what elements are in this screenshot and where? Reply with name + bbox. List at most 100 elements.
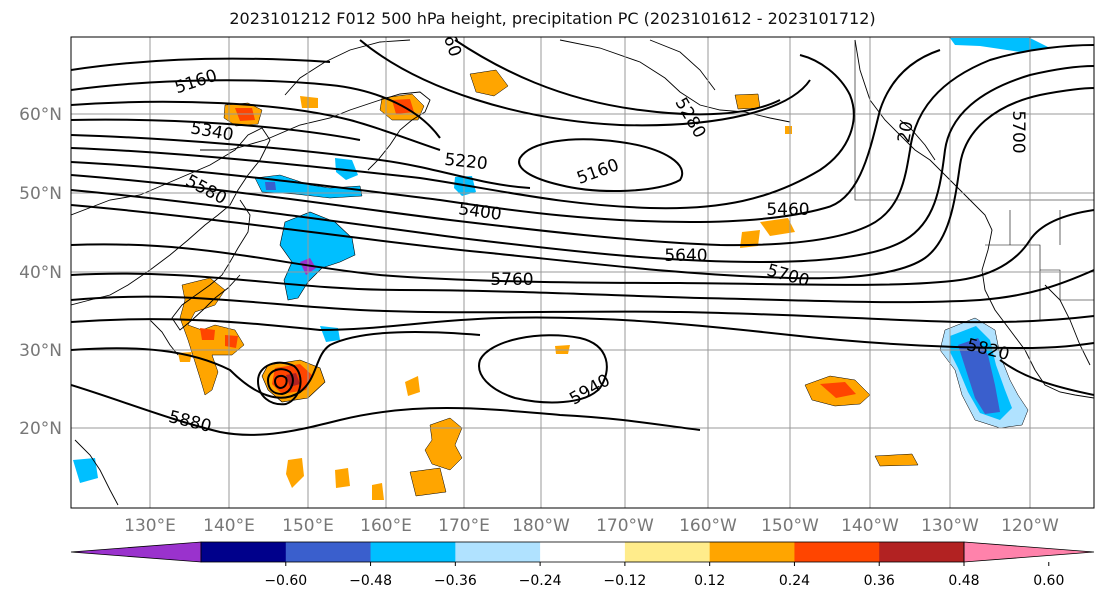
colorbar-tick-label: −0.60 [264, 573, 307, 589]
precip-area [469, 69, 509, 97]
colorbar-segment [794, 542, 880, 562]
colorbar-outline [200, 541, 965, 563]
precip-area [335, 158, 358, 180]
longitude-label: 150°E [282, 516, 334, 536]
precip-area [300, 96, 318, 108]
height-contour [71, 316, 1094, 350]
precip-area [335, 468, 350, 488]
height-contour [359, 39, 811, 127]
contour-label: 60 [439, 32, 465, 59]
precip-area [265, 182, 276, 190]
height-contours [71, 39, 1094, 436]
coastline [559, 39, 791, 123]
graticule [71, 37, 1094, 508]
latitude-label: 50°N [19, 184, 62, 204]
height-contour [71, 57, 331, 71]
colorbar-segment [285, 542, 372, 562]
contour-label: 5700 [1008, 110, 1028, 153]
height-contour [71, 118, 361, 141]
height-contour [71, 65, 1094, 264]
height-contour [71, 331, 481, 399]
precip-area [740, 230, 760, 248]
precip-area [820, 382, 856, 398]
height-contour [71, 384, 701, 436]
precip-area [73, 458, 98, 483]
colorbar-tick-label: 0.36 [864, 573, 895, 589]
precip-area [372, 483, 384, 500]
precip-area [409, 467, 447, 497]
colorbar-segment [709, 542, 795, 562]
coastlines [71, 39, 1094, 506]
latitude-label: 40°N [19, 263, 62, 283]
longitude-label: 130°W [921, 516, 979, 536]
height-contour [274, 374, 288, 390]
coastline [171, 199, 251, 331]
contour-label: 5640 [664, 246, 707, 266]
height-contour [71, 49, 941, 224]
longitude-labels: 130°E 140°E 150°E 160°E 170°E 180°W 170°W 160°W… [124, 516, 1059, 536]
height-contour [999, 359, 1094, 396]
contour-label: 5460 [766, 200, 809, 220]
colorbar-segment [370, 542, 456, 562]
height-contour [71, 209, 1094, 286]
precip-area [279, 211, 356, 301]
height-contour [71, 79, 441, 139]
height-contour [71, 100, 441, 151]
precip-area [286, 458, 304, 488]
colorbar-tick-label: −0.36 [434, 573, 477, 589]
height-contour [71, 44, 1094, 247]
map-frame [70, 36, 1095, 509]
coastline [74, 439, 119, 506]
longitude-label: 120°W [1001, 516, 1059, 536]
longitude-label: 130°E [124, 516, 176, 536]
latitude-label: 20°N [19, 419, 62, 439]
height-contour [478, 334, 608, 404]
latitude-labels: 60°N 50°N 40°N 30°N 20°N [19, 105, 62, 439]
borders [854, 40, 1094, 320]
longitude-label: 140°W [841, 516, 899, 536]
precip-area [734, 93, 761, 110]
precip-area [950, 38, 1050, 52]
colorbar-tick-label: 0.12 [694, 573, 725, 589]
longitude-label: 180°W [512, 516, 570, 536]
precip-area [958, 338, 1000, 414]
colorbar-tick-label: −0.48 [349, 573, 392, 589]
height-contour [71, 269, 1094, 304]
coastline [284, 39, 411, 96]
colorbar-tick-labels: −0.60 −0.48 −0.36 −0.24 −0.12 0.12 0.24 0.36 0.4… [264, 562, 1064, 589]
precip-area [424, 417, 463, 471]
longitude-label: 170°E [438, 516, 490, 536]
height-contour [71, 87, 1094, 280]
colorbar-segment [201, 542, 287, 562]
colorbar [70, 541, 1095, 563]
colorbar-segment [879, 542, 965, 562]
precip-area [200, 328, 215, 340]
colorbar-extend-low [70, 541, 202, 563]
height-contour [518, 138, 683, 193]
colorbar-tick-label: 0.48 [948, 573, 979, 589]
colorbar-tick-label: −0.24 [519, 573, 562, 589]
height-contour [257, 361, 302, 406]
colorbar-segment [540, 542, 626, 562]
longitude-label: 160°W [679, 516, 737, 536]
precip-area [405, 376, 420, 396]
longitude-label: 140°E [203, 516, 255, 536]
coastline [899, 119, 936, 161]
coastline [200, 91, 431, 171]
coastline [71, 127, 271, 306]
colorbar-segment [624, 542, 711, 562]
colorbar-tick-label: 0.24 [779, 573, 810, 589]
colorbar-segment [455, 542, 541, 562]
height-contour [71, 295, 1094, 324]
height-contour [454, 39, 781, 116]
longitude-label: 170°W [596, 516, 654, 536]
contour-label: 5760 [490, 270, 533, 290]
height-contour [267, 368, 294, 396]
precip-area [785, 126, 792, 134]
precip-area [225, 335, 238, 348]
longitude-label: 160°E [360, 516, 412, 536]
latitude-label: 60°N [19, 105, 62, 125]
colorbar-tick-label: −0.12 [603, 573, 646, 589]
height-contour [71, 134, 531, 189]
precip-area [760, 218, 795, 236]
